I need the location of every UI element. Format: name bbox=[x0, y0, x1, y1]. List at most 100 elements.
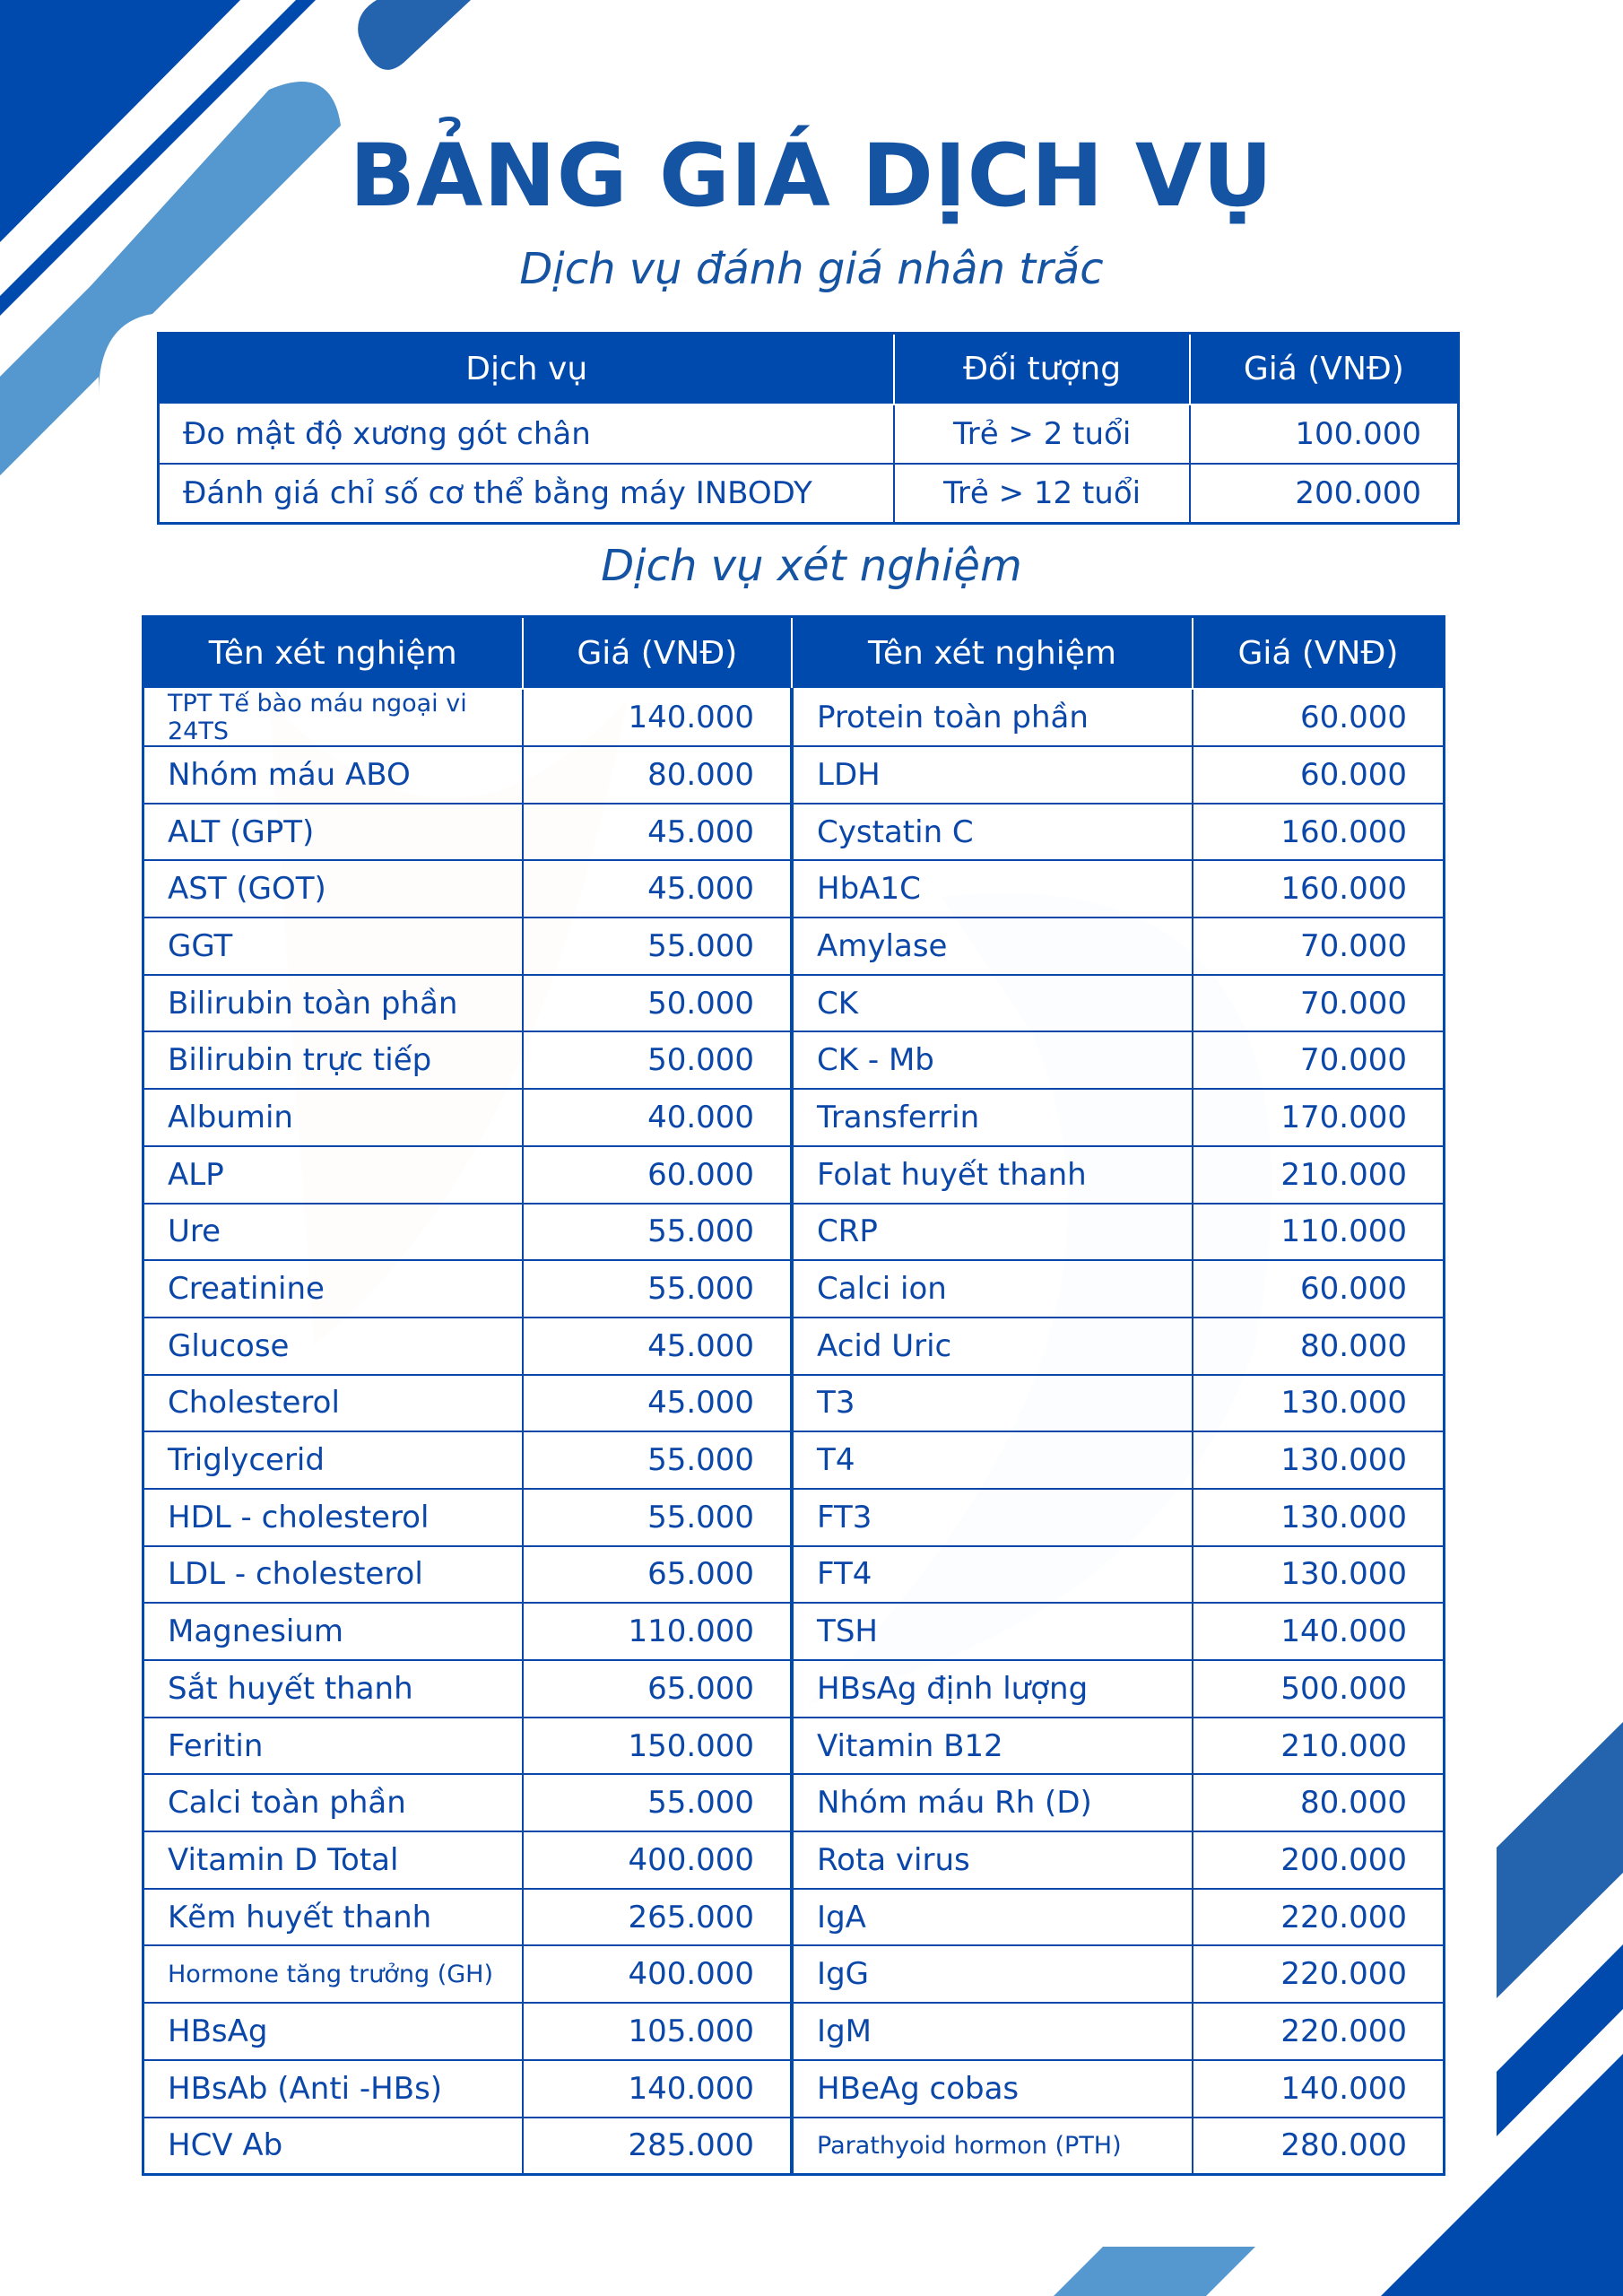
test-price: 55.000 bbox=[521, 1487, 794, 1547]
test-name: Protein toàn phần bbox=[790, 688, 1193, 747]
table-row: Đánh giá chỉ số cơ thể bằng máy INBODY T… bbox=[157, 463, 1460, 525]
table-row: Vitamin D Total 400.000 Rota virus 200.000 bbox=[142, 1831, 1445, 1890]
test-price: 55.000 bbox=[521, 1259, 794, 1318]
test-price: 45.000 bbox=[521, 802, 794, 862]
table-row: Creatinine 55.000 Calci ion 60.000 bbox=[142, 1259, 1445, 1318]
test-name: Cystatin C bbox=[790, 802, 1193, 862]
test-name: Glucose bbox=[142, 1316, 524, 1376]
test-price: 140.000 bbox=[521, 688, 794, 747]
test-price: 170.000 bbox=[1191, 1088, 1445, 1147]
table-row: Kẽm huyết thanh 265.000 IgA 220.000 bbox=[142, 1887, 1445, 1947]
test-name: Rota virus bbox=[790, 1831, 1193, 1890]
test-name: Calci toàn phần bbox=[142, 1773, 524, 1833]
test-name: Vitamin B12 bbox=[790, 1716, 1193, 1776]
service-target: Trẻ > 2 tuổi bbox=[893, 404, 1191, 465]
test-price: 40.000 bbox=[521, 1088, 794, 1147]
service-price: 100.000 bbox=[1188, 404, 1460, 465]
test-price: 500.000 bbox=[1191, 1659, 1445, 1718]
test-name: FT3 bbox=[790, 1487, 1193, 1547]
test-price: 400.000 bbox=[521, 1831, 794, 1890]
table-row: Calci toàn phần 55.000 Nhóm máu Rh (D) 80.0… bbox=[142, 1773, 1445, 1833]
test-name: LDH bbox=[790, 745, 1193, 804]
test-price: 65.000 bbox=[521, 1544, 794, 1605]
test-name: Albumin bbox=[142, 1088, 524, 1147]
test-name: Acid Uric bbox=[790, 1316, 1193, 1376]
test-name: Bilirubin trực tiếp bbox=[142, 1031, 524, 1091]
table-row: HCV Ab 285.000 Parathyoid hormon (PTH) 280.… bbox=[142, 2116, 1445, 2176]
test-name: Feritin bbox=[142, 1716, 524, 1776]
table-row: HDL - cholesterol 55.000 FT3 130.000 bbox=[142, 1487, 1445, 1547]
test-name: HBsAg định lượng bbox=[790, 1659, 1193, 1718]
test-name: TPT Tế bào máu ngoại vi 24TS bbox=[142, 688, 524, 747]
test-price: 130.000 bbox=[1191, 1487, 1445, 1547]
top-left-triangle bbox=[0, 0, 240, 242]
test-price: 220.000 bbox=[1191, 2002, 1445, 2061]
test-name: HbA1C bbox=[790, 859, 1193, 919]
service-target: Trẻ > 12 tuổi bbox=[893, 463, 1191, 525]
table-row: Bilirubin toàn phần 50.000 CK 70.000 bbox=[142, 973, 1445, 1033]
test-price: 140.000 bbox=[1191, 1602, 1445, 1661]
table-row: Albumin 40.000 Transferrin 170.000 bbox=[142, 1088, 1445, 1147]
table-row: Hormone tăng trưởng (GH) 400.000 IgG 220.00… bbox=[142, 1944, 1445, 2005]
service-price: 200.000 bbox=[1188, 463, 1460, 525]
bottom-right-block bbox=[1497, 1722, 1623, 1998]
test-name: ALT (GPT) bbox=[142, 802, 524, 862]
test-name: Vitamin D Total bbox=[142, 1831, 524, 1890]
test-name: Folat huyết thanh bbox=[790, 1144, 1193, 1205]
table-row: AST (GOT) 45.000 HbA1C 160.000 bbox=[142, 859, 1445, 919]
test-name: ALP bbox=[142, 1144, 524, 1205]
test-price: 130.000 bbox=[1191, 1544, 1445, 1605]
test-name: TSH bbox=[790, 1602, 1193, 1661]
test-price: 105.000 bbox=[521, 2002, 794, 2061]
table-row: LDL - cholesterol 65.000 FT4 130.000 bbox=[142, 1544, 1445, 1605]
test-name: T3 bbox=[790, 1373, 1193, 1433]
test-price: 80.000 bbox=[1191, 1773, 1445, 1833]
test-name: Nhóm máu Rh (D) bbox=[790, 1773, 1193, 1833]
test-name: IgM bbox=[790, 2002, 1193, 2061]
test-name: HBsAb (Anti -HBs) bbox=[142, 2058, 524, 2118]
table-row: Triglycerid 55.000 T4 130.000 bbox=[142, 1431, 1445, 1490]
test-name: Sắt huyết thanh bbox=[142, 1659, 524, 1718]
test-price: 220.000 bbox=[1191, 1887, 1445, 1947]
table-row: Magnesium 110.000 TSH 140.000 bbox=[142, 1602, 1445, 1661]
test-price: 70.000 bbox=[1191, 1031, 1445, 1091]
test-name: AST (GOT) bbox=[142, 859, 524, 919]
test-name: HBeAg cobas bbox=[790, 2058, 1193, 2118]
bottom-right-stripe bbox=[1497, 1944, 1623, 2136]
section2-subtitle: Dịch vụ xét nghiệm bbox=[601, 541, 1022, 591]
test-name: CK bbox=[790, 973, 1193, 1033]
test-price: 60.000 bbox=[1191, 688, 1445, 747]
test-price: 60.000 bbox=[1191, 745, 1445, 804]
test-name: Transferrin bbox=[790, 1088, 1193, 1147]
page-title: BẢNG GIÁ DỊCH VỤ bbox=[349, 126, 1274, 226]
header-target: Đối tượng bbox=[893, 333, 1191, 405]
test-price: 55.000 bbox=[521, 1773, 794, 1833]
table-row: Bilirubin trực tiếp 50.000 CK - Mb 70.000 bbox=[142, 1031, 1445, 1091]
bottom-right-triangle bbox=[1381, 2054, 1623, 2296]
test-name: Calci ion bbox=[790, 1259, 1193, 1318]
test-name: Hormone tăng trưởng (GH) bbox=[142, 1944, 524, 2005]
test-price: 160.000 bbox=[1191, 859, 1445, 919]
table-row: Ure 55.000 CRP 110.000 bbox=[142, 1202, 1445, 1262]
table-row: Cholesterol 45.000 T3 130.000 bbox=[142, 1373, 1445, 1433]
test-name: T4 bbox=[790, 1431, 1193, 1490]
test-name: FT4 bbox=[790, 1544, 1193, 1605]
bottom-light-bar bbox=[1054, 2247, 1255, 2296]
test-price: 220.000 bbox=[1191, 1944, 1445, 2005]
test-price: 50.000 bbox=[521, 973, 794, 1033]
test-price: 50.000 bbox=[521, 1031, 794, 1091]
test-name: Magnesium bbox=[142, 1602, 524, 1661]
test-name: HBsAg bbox=[142, 2002, 524, 2061]
test-name: LDL - cholesterol bbox=[142, 1544, 524, 1605]
test-price: 45.000 bbox=[521, 1373, 794, 1433]
table-row: Feritin 150.000 Vitamin B12 210.000 bbox=[142, 1716, 1445, 1776]
test-price: 70.000 bbox=[1191, 973, 1445, 1033]
service-name: Đo mật độ xương gót chân bbox=[157, 404, 896, 465]
test-name: IgG bbox=[790, 1944, 1193, 2005]
test-price: 130.000 bbox=[1191, 1431, 1445, 1490]
test-price: 210.000 bbox=[1191, 1716, 1445, 1776]
test-price: 400.000 bbox=[521, 1944, 794, 2005]
top-left-pill bbox=[358, 0, 471, 70]
test-price: 60.000 bbox=[1191, 1259, 1445, 1318]
test-price: 45.000 bbox=[521, 1316, 794, 1376]
